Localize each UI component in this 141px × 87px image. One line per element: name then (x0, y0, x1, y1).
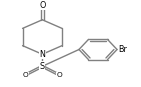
Text: O: O (56, 72, 62, 78)
Text: O: O (23, 72, 28, 78)
Text: N: N (39, 50, 45, 59)
Text: Br: Br (118, 45, 127, 54)
Text: S: S (40, 62, 45, 71)
Text: O: O (39, 1, 46, 10)
